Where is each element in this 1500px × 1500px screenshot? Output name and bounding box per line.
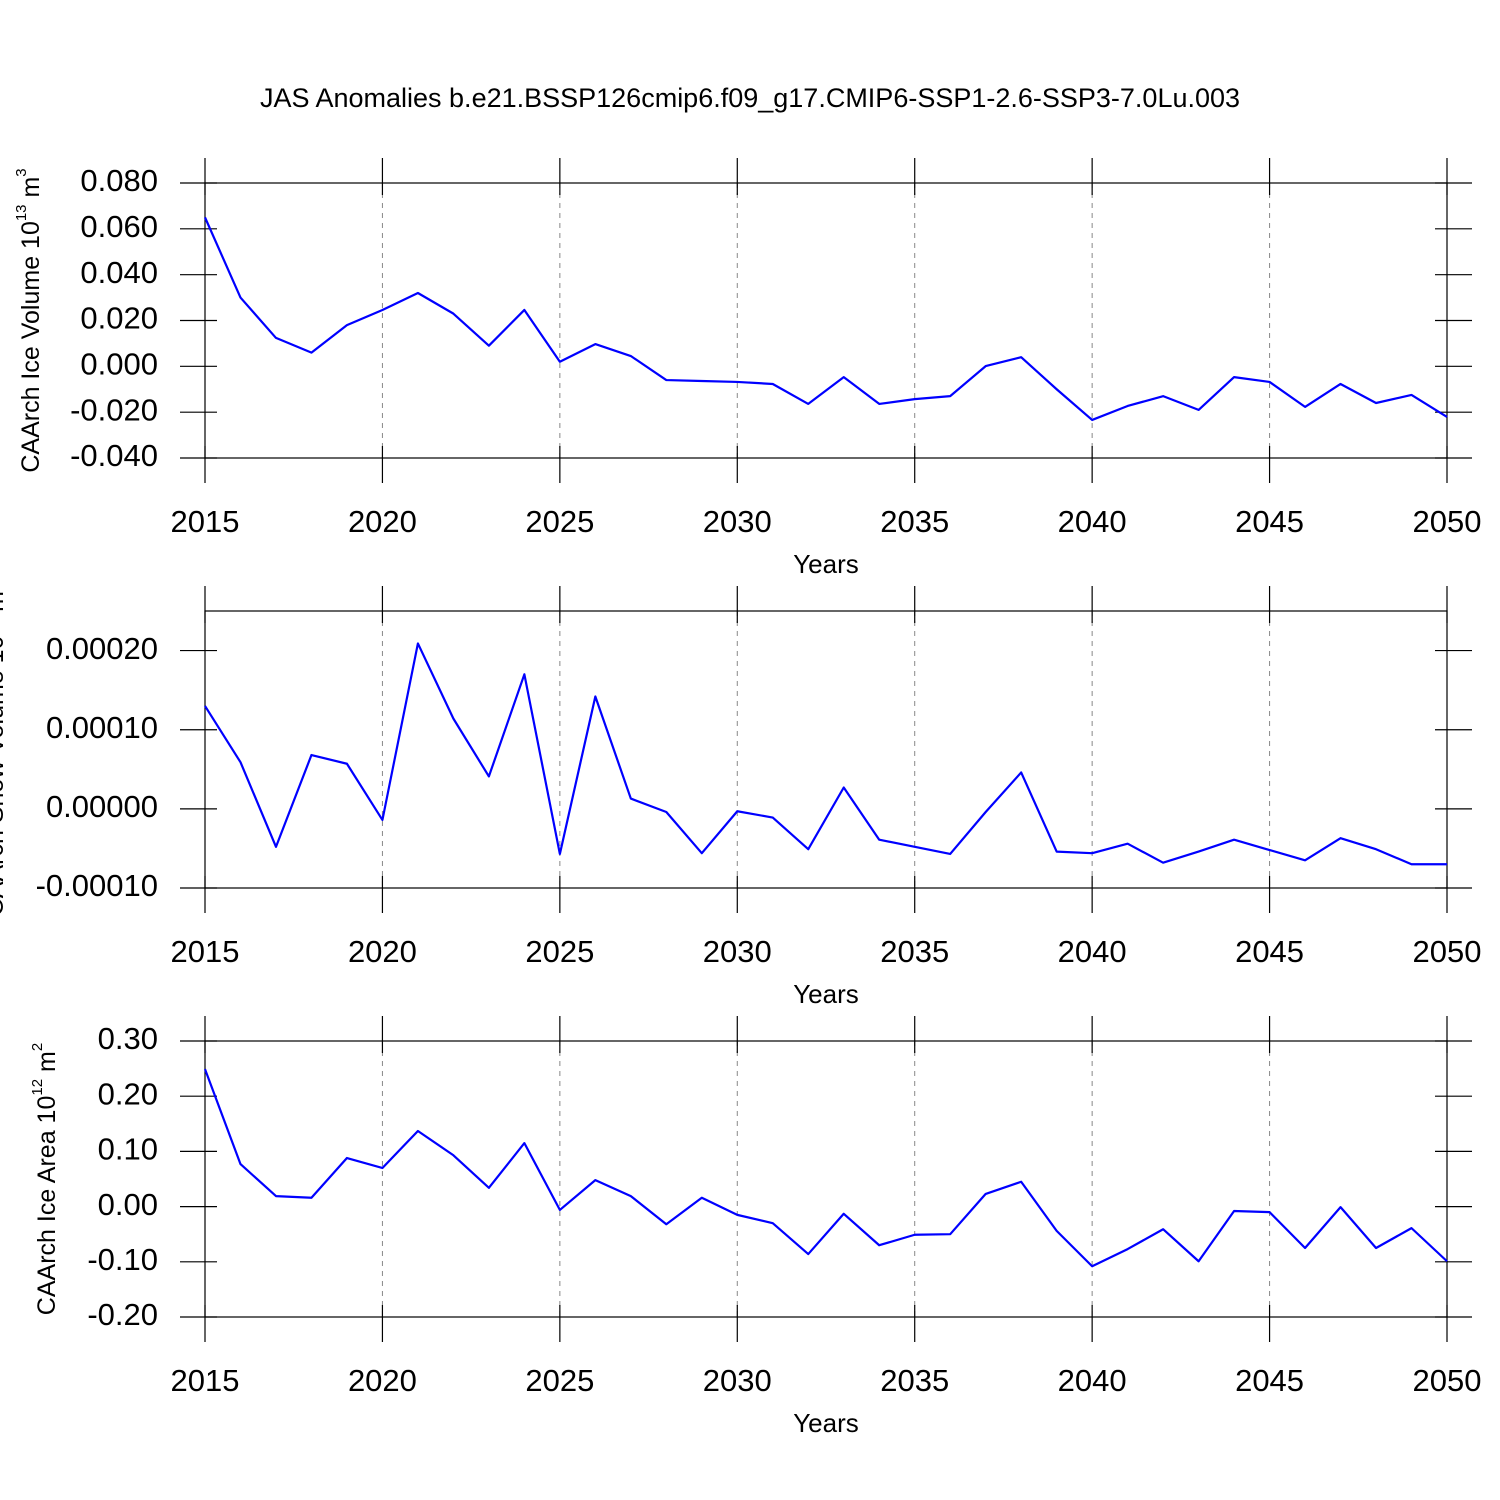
y-tick-label: 0.00 [98, 1187, 158, 1222]
y-tick-label: 0.060 [80, 209, 158, 244]
y-axis-label-exponent: 13 [13, 204, 30, 221]
y-axis-label-part: m [17, 177, 45, 205]
x-tick-label: 2040 [1058, 1363, 1127, 1398]
x-tick-label: 2035 [880, 934, 949, 969]
x-tick-label: 2045 [1235, 1363, 1304, 1398]
x-tick-label: 2050 [1413, 504, 1482, 539]
plot-frame [204, 610, 1448, 889]
y-tick-label: 0.20 [98, 1076, 158, 1111]
x-tick-label: 2045 [1235, 934, 1304, 969]
x-tick-label: 2030 [703, 504, 772, 539]
y-tick-label: 0.00000 [46, 789, 158, 824]
y-tick-label: 0.00010 [46, 710, 158, 745]
x-axis-label: Years [793, 549, 859, 579]
x-tick-label: 2030 [703, 1363, 772, 1398]
x-tick-label: 2050 [1413, 1363, 1482, 1398]
y-tick-label: -0.020 [70, 392, 158, 427]
y-tick-label: 0.000 [80, 347, 158, 382]
y-tick-label: 0.00020 [46, 631, 158, 666]
y-tick-label: 0.040 [80, 255, 158, 290]
y-tick-label: -0.00010 [36, 868, 158, 903]
x-tick-label: 2015 [171, 504, 240, 539]
y-tick-label: 0.020 [80, 301, 158, 336]
y-tick-label: -0.10 [87, 1242, 158, 1277]
y-axis-label-exponent: 12 [29, 1079, 46, 1096]
y-axis-label: CAArch Snow Volume 1013 m3 [0, 583, 9, 917]
x-tick-label: 2015 [171, 934, 240, 969]
x-axis-label: Years [793, 1408, 859, 1438]
x-tick-label: 2040 [1058, 934, 1127, 969]
y-tick-label: -0.20 [87, 1297, 158, 1332]
y-tick-label: 0.30 [98, 1021, 158, 1056]
x-tick-label: 2025 [525, 504, 594, 539]
data-line [203, 1068, 1448, 1268]
y-axis-label: CAArch Ice Area 1012 m2 [29, 1043, 61, 1315]
y-axis-label-exponent: 2 [29, 1043, 46, 1051]
x-tick-label: 2015 [171, 1363, 240, 1398]
y-axis-label-part: m [0, 591, 9, 619]
chart-title: JAS Anomalies b.e21.BSSP126cmip6.f09_g17… [260, 83, 1240, 113]
plot-frame [204, 182, 1448, 459]
y-axis-label-part: CAArch Ice Volume 10 [17, 221, 45, 473]
x-tick-label: 2040 [1058, 504, 1127, 539]
y-axis-label-part: CAArch Snow Volume 10 [0, 636, 9, 917]
y-tick-label: 0.10 [98, 1132, 158, 1167]
x-tick-label: 2020 [348, 504, 417, 539]
y-axis-label-exponent: 3 [13, 168, 30, 176]
y-axis-label: CAArch Ice Volume 1013 m3 [13, 168, 45, 472]
x-tick-label: 2030 [703, 934, 772, 969]
x-tick-label: 2020 [348, 1363, 417, 1398]
x-tick-label: 2025 [525, 934, 594, 969]
y-axis-label-part: CAArch Ice Area 10 [33, 1096, 61, 1316]
x-tick-label: 2035 [880, 1363, 949, 1398]
plot-frame [204, 1040, 1448, 1318]
x-tick-label: 2050 [1413, 934, 1482, 969]
data-line [204, 642, 1447, 866]
x-tick-label: 2045 [1235, 504, 1304, 539]
x-axis-label: Years [793, 979, 859, 1009]
x-tick-label: 2025 [525, 1363, 594, 1398]
y-tick-label: -0.040 [70, 438, 158, 473]
data-line [203, 216, 1448, 422]
y-tick-label: 0.080 [80, 163, 158, 198]
x-tick-label: 2020 [348, 934, 417, 969]
y-axis-label-part: m [33, 1051, 61, 1079]
x-tick-label: 2035 [880, 504, 949, 539]
